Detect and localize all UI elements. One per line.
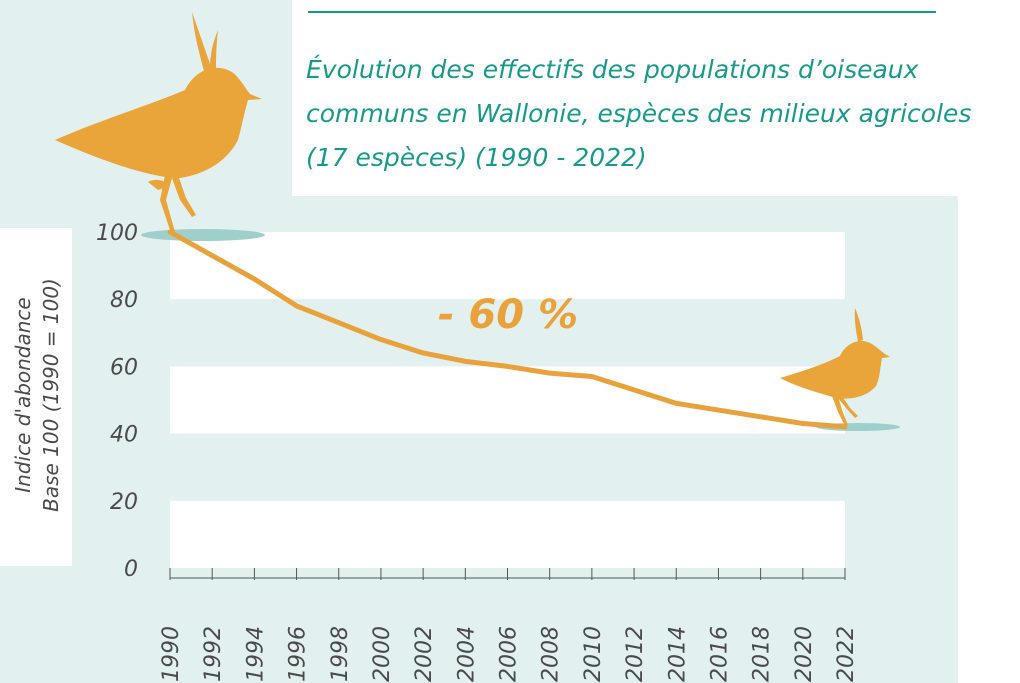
band	[170, 232, 845, 300]
x-tick-label: 2008	[539, 626, 564, 682]
x-tick-label: 2018	[750, 626, 775, 682]
band	[170, 366, 845, 434]
marks	[167, 229, 848, 430]
bands	[170, 232, 845, 568]
y-tick-label: 0	[124, 557, 138, 582]
x-tick-label: 2004	[454, 626, 479, 682]
bird-small	[780, 308, 890, 426]
x-tick-label: 2016	[707, 626, 732, 682]
x-tick-label: 1994	[243, 626, 268, 682]
x-tick-label: 2002	[412, 626, 437, 682]
x-tick-label: 1996	[286, 626, 311, 682]
y-tick-label: 60	[110, 355, 138, 380]
bird-shadow	[141, 229, 265, 241]
chart-title: communs en Wallonie, espèces des milieux…	[306, 99, 971, 128]
annotation: - 60 %	[438, 292, 578, 338]
x-tick-label: 2020	[792, 626, 817, 682]
x-tick-label: 2012	[623, 626, 648, 682]
x-tick-label: 2014	[665, 626, 690, 682]
data-line	[167, 229, 848, 430]
x-tick-label: 1990	[159, 626, 184, 682]
y-axis-label: Indice d'abondance	[11, 297, 35, 492]
chart-title: (17 espèces) (1990 - 2022)	[306, 143, 647, 172]
title-box	[292, 0, 1020, 196]
chart-title: Évolution des effectifs des populations …	[306, 55, 919, 84]
x-tick-label: 1998	[328, 626, 353, 682]
y-label-box	[0, 228, 72, 566]
x-tick-label: 2000	[370, 626, 395, 682]
x-tick-label: 2022	[834, 626, 859, 682]
y-tick-label: 100	[96, 221, 138, 246]
y-axis-label: Base 100 (1990 = 100)	[39, 278, 63, 512]
band	[170, 500, 845, 568]
x-tick-label: 1992	[201, 626, 226, 682]
y-tick-label: 20	[110, 490, 138, 515]
x-tick-label: 2010	[581, 626, 606, 682]
y-tick-label: 40	[110, 423, 138, 448]
x-tick-label: 2006	[497, 626, 522, 682]
y-tick-label: 80	[110, 288, 138, 313]
bird-large	[55, 12, 262, 232]
